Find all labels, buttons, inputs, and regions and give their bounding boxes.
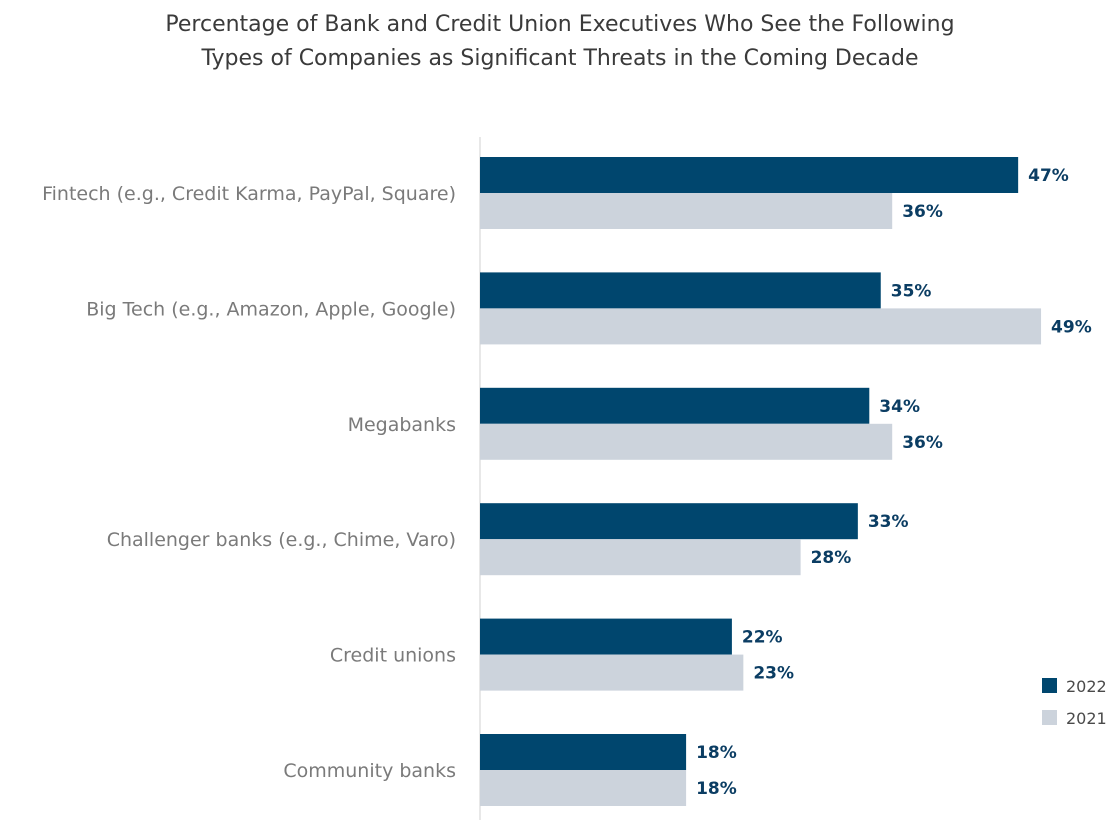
data-label-2022: 18% xyxy=(696,743,737,763)
bar-2021 xyxy=(480,193,893,229)
data-label-2021: 28% xyxy=(811,548,852,568)
bar-2021 xyxy=(480,770,687,806)
legend-label-2021: 2021 xyxy=(1066,709,1107,728)
data-label-2022: 33% xyxy=(868,512,909,532)
chart-title-line-1: Percentage of Bank and Credit Union Exec… xyxy=(165,12,955,37)
data-label-2021: 18% xyxy=(696,779,737,799)
bar-2021 xyxy=(480,539,801,576)
category-label: Community banks xyxy=(283,760,456,782)
data-label-2021: 23% xyxy=(753,664,794,684)
bar-2021 xyxy=(480,654,744,691)
category-label: Credit unions xyxy=(330,645,456,667)
category-label: Megabanks xyxy=(348,414,456,436)
bar-2022 xyxy=(480,387,870,424)
legend-swatch-2021 xyxy=(1042,710,1057,725)
category-label: Big Tech (e.g., Amazon, Apple, Google) xyxy=(86,298,456,320)
bar-2022 xyxy=(480,157,1019,193)
bar-2022 xyxy=(480,618,732,655)
bar-2022 xyxy=(480,503,858,540)
category-label: Fintech (e.g., Credit Karma, PayPal, Squ… xyxy=(42,183,456,205)
legend-swatch-2022 xyxy=(1042,678,1057,693)
bar-2022 xyxy=(480,734,687,770)
data-label-2022: 35% xyxy=(891,281,932,301)
data-label-2022: 47% xyxy=(1028,166,1069,186)
bar-2021 xyxy=(480,308,1042,345)
data-label-2021: 36% xyxy=(902,202,943,222)
chart-title-line-2: Types of Companies as Significant Threat… xyxy=(201,46,919,71)
chart-title: Percentage of Bank and Credit Union Exec… xyxy=(0,8,1120,76)
bar-2022 xyxy=(480,272,881,309)
legend-label-2022: 2022 xyxy=(1066,677,1107,696)
bar-2021 xyxy=(480,423,893,460)
category-label: Challenger banks (e.g., Chime, Varo) xyxy=(107,529,456,551)
data-label-2022: 34% xyxy=(879,397,920,417)
data-label-2021: 36% xyxy=(902,433,943,453)
data-label-2021: 49% xyxy=(1051,317,1092,337)
data-label-2022: 22% xyxy=(742,628,783,648)
